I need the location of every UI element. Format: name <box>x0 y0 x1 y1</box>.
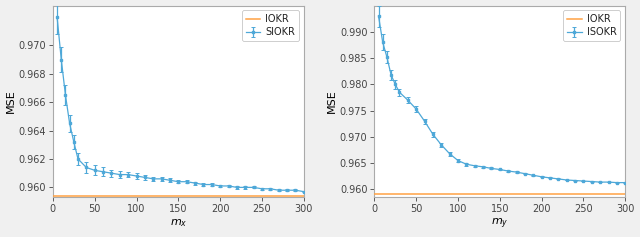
Legend: IOKR, SIOKR: IOKR, SIOKR <box>242 10 299 41</box>
X-axis label: $m_y$: $m_y$ <box>491 217 509 232</box>
IOKR <box>371 193 378 196</box>
Y-axis label: MSE: MSE <box>327 90 337 113</box>
IOKR <box>49 195 57 197</box>
IOKR <box>371 193 379 196</box>
Legend: IOKR, ISOKR: IOKR, ISOKR <box>563 10 620 41</box>
X-axis label: $m_x$: $m_x$ <box>170 217 187 229</box>
Y-axis label: MSE: MSE <box>6 90 15 113</box>
IOKR <box>50 195 58 197</box>
